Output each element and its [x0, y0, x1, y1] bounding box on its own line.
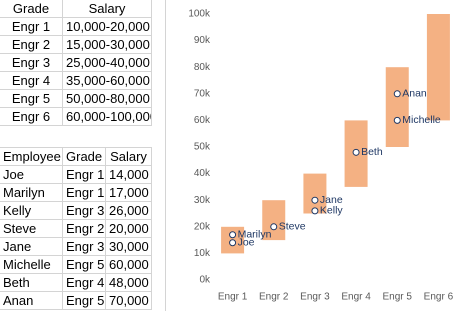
point-label: Beth — [361, 146, 383, 158]
y-tick-label: 50k — [194, 142, 211, 153]
y-tick-label: 10k — [194, 248, 211, 259]
header-row: Employee Grade Salary — [0, 147, 152, 166]
row: Engr 6 60,000-100,000 — [0, 107, 152, 126]
cell: Marilyn — [0, 183, 63, 202]
cell: 14,000 — [105, 165, 152, 184]
row: Kelly Engr 3 26,000 — [0, 201, 152, 220]
header-cell: Salary — [105, 147, 152, 166]
cell: 70,000 — [105, 291, 152, 310]
point-label: Marilyn — [238, 229, 272, 241]
x-tick-label: Engr 2 — [259, 292, 289, 303]
header-cell: Grade — [62, 147, 106, 166]
y-tick-label: 90k — [194, 35, 211, 46]
point-label: Joe — [238, 237, 255, 249]
row: Marilyn Engr 1 17,000 — [0, 183, 152, 202]
y-tick-label: 20k — [194, 221, 211, 232]
row: Anan Engr 5 70,000 — [0, 291, 152, 310]
x-tick-label: Engr 4 — [341, 292, 371, 303]
cell: Joe — [0, 165, 63, 184]
row: Michelle Engr 5 60,000 — [0, 255, 152, 274]
y-tick-label: 30k — [194, 195, 211, 206]
point-label: Michelle — [402, 114, 441, 126]
grade-table: Grade Salary Engr 1 10,000-20,000 Engr 2 15,0… — [0, 0, 152, 126]
row: Engr 5 50,000-80,000 — [0, 89, 152, 108]
point-label: Jane — [320, 194, 343, 206]
x-tick-label: Engr 6 — [424, 292, 454, 303]
cell: Beth — [0, 273, 63, 292]
x-tick-label: Engr 1 — [218, 292, 248, 303]
y-tick-label: 100k — [188, 9, 211, 20]
range-bar — [426, 14, 450, 121]
cell: 60,000-100,000 — [62, 107, 152, 126]
point-label: Steve — [279, 221, 306, 233]
point — [393, 116, 401, 124]
cell: Michelle — [0, 255, 63, 274]
x-tick-label: Engr 5 — [383, 292, 413, 303]
row: Beth Engr 4 48,000 — [0, 273, 152, 292]
y-tick-label: 40k — [194, 168, 211, 179]
cell: Engr 3 — [62, 201, 106, 220]
cell: 30,000 — [105, 237, 152, 256]
range-bar — [262, 200, 286, 241]
point — [352, 148, 360, 156]
cell: 35,000-60,000 — [62, 71, 152, 90]
range-bar — [385, 67, 409, 147]
range-bar — [303, 173, 327, 214]
cell: 48,000 — [105, 273, 152, 292]
point — [270, 223, 278, 231]
x-tick-label: Engr 3 — [300, 292, 330, 303]
point — [229, 239, 237, 247]
cell: 15,000-30,000 — [62, 35, 152, 54]
row: Engr 2 15,000-30,000 — [0, 35, 152, 54]
y-tick-label: 60k — [194, 115, 211, 126]
y-tick-label: 80k — [194, 62, 211, 73]
point-label: Kelly — [320, 205, 344, 217]
cell: Engr 1 — [62, 165, 106, 184]
cell: Engr 6 — [0, 107, 63, 126]
point — [311, 207, 319, 215]
sheet-divider — [165, 0, 166, 311]
y-tick-label: 0k — [199, 275, 211, 286]
y-tick-label: 70k — [194, 88, 211, 99]
point — [393, 90, 401, 98]
cell: 17,000 — [105, 183, 152, 202]
cell: Engr 5 — [62, 291, 106, 310]
point — [311, 196, 319, 204]
cell: 60,000 — [105, 255, 152, 274]
row: Joe Engr 1 14,000 — [0, 165, 152, 184]
row: Engr 4 35,000-60,000 — [0, 71, 152, 90]
cell: Steve — [0, 219, 63, 238]
cell: Engr 2 — [0, 35, 63, 54]
point — [229, 231, 237, 239]
employee-table: Employee Grade Salary Joe Engr 1 14,000 Marily… — [0, 147, 152, 310]
point-label: Anan — [402, 88, 427, 100]
cell: Jane — [0, 237, 63, 256]
cell: Engr 1 — [62, 183, 106, 202]
